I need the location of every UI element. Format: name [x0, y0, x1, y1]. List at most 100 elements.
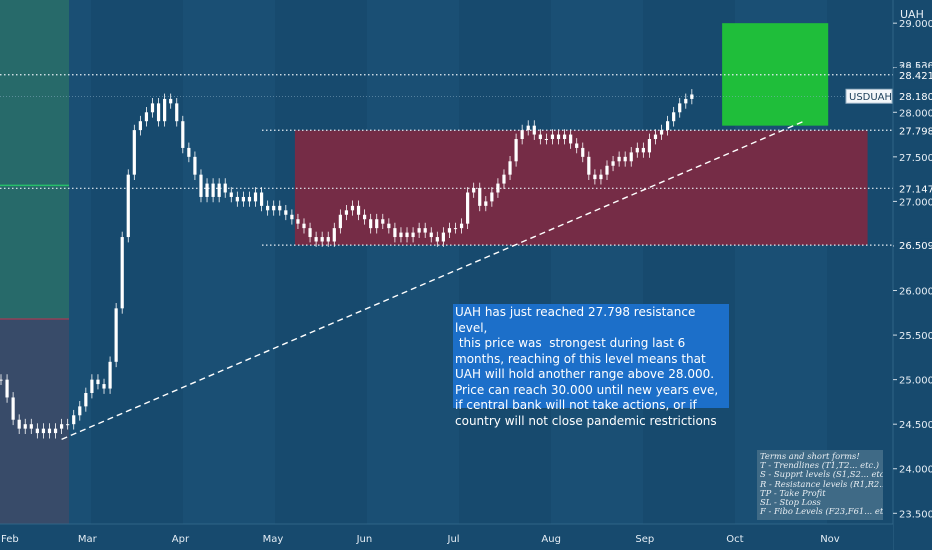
candle	[156, 103, 161, 122]
level-label: 28.421	[899, 71, 932, 82]
candle	[78, 406, 82, 416]
candle	[126, 174, 130, 238]
terms-legend: Terms and short forms! T - Trendlines (T…	[757, 450, 883, 520]
x-tick-label: Mar	[78, 534, 98, 545]
candle	[90, 379, 94, 393]
candle	[599, 174, 603, 180]
time-band	[183, 0, 275, 524]
level-label-bg	[894, 238, 932, 253]
y-tick-label: 23.500	[899, 509, 932, 520]
y-tick-label: 26.000	[899, 287, 932, 298]
left-red-zone	[0, 319, 69, 524]
x-tick-label: Sep	[635, 534, 654, 545]
candle	[302, 223, 306, 229]
candle	[690, 94, 694, 99]
candle	[235, 196, 239, 202]
candle	[114, 308, 118, 362]
candle	[623, 156, 627, 162]
candle	[320, 237, 324, 242]
candle	[41, 428, 46, 434]
last-price-bg	[894, 89, 932, 104]
candle	[381, 219, 385, 224]
candle	[550, 134, 555, 140]
candle	[544, 139, 548, 141]
candle	[205, 183, 209, 197]
level-label: 26.509	[899, 241, 932, 252]
candle	[678, 103, 682, 113]
candle	[150, 103, 155, 113]
candle	[429, 232, 433, 238]
candle	[17, 419, 21, 429]
candle	[229, 192, 233, 197]
legend-line: Terms and short forms!	[760, 451, 860, 461]
time-band	[551, 0, 643, 524]
candle	[393, 228, 397, 238]
candle	[296, 219, 300, 224]
candle	[72, 415, 76, 425]
candle	[144, 112, 149, 122]
level-label: 27.798	[899, 126, 932, 137]
legend-line: F - Fibo Levels (F23,F61... etc.)	[760, 506, 883, 517]
legend-line: SL - Stop Loss	[760, 497, 821, 508]
candle	[5, 379, 9, 398]
candle	[466, 192, 470, 224]
x-tick-label: Nov	[820, 534, 840, 545]
y-tick-label: 29.000	[899, 19, 932, 30]
candle	[278, 205, 282, 211]
candle	[187, 147, 191, 157]
left-green-zone	[0, 0, 69, 320]
candle	[581, 147, 585, 157]
x-tick-label: Apr	[172, 534, 190, 545]
candle	[611, 161, 615, 166]
candle	[108, 361, 112, 389]
candle	[478, 188, 482, 206]
y-tick-label: 28.530	[899, 61, 932, 72]
candle	[375, 219, 379, 229]
candle	[23, 424, 27, 429]
candle	[647, 139, 652, 153]
candle	[472, 188, 476, 193]
candle	[338, 214, 342, 229]
candle	[532, 125, 536, 135]
candle	[435, 237, 439, 242]
candle	[332, 228, 336, 242]
candle	[132, 130, 136, 175]
candle	[556, 134, 561, 140]
level-label: 27.147	[899, 184, 932, 195]
candle	[569, 134, 573, 144]
candle	[344, 210, 349, 215]
candle	[514, 139, 518, 162]
x-tick-label: Aug	[541, 534, 561, 545]
candle	[526, 125, 530, 131]
candle	[605, 165, 609, 175]
time-axis	[0, 524, 893, 550]
candle	[96, 379, 100, 385]
y-tick-label: 28.000	[899, 108, 932, 119]
candle	[11, 397, 15, 420]
level-label-bg	[894, 123, 932, 138]
candle	[175, 103, 179, 122]
candle	[405, 232, 409, 238]
y-tick-label: 24.000	[899, 465, 932, 476]
candle	[502, 174, 506, 184]
candle	[193, 156, 197, 175]
candle	[314, 237, 318, 242]
candle	[635, 147, 639, 153]
candle	[641, 147, 645, 153]
candle	[593, 174, 597, 180]
candle	[417, 228, 421, 233]
time-band	[367, 0, 459, 524]
candle	[684, 98, 688, 104]
candle	[223, 183, 227, 193]
candle	[520, 130, 524, 140]
y-tick-label: 27.000	[899, 197, 932, 208]
candle	[199, 174, 203, 197]
legend-line: TP - Take Profit	[760, 487, 826, 498]
x-tick-label: Jun	[356, 534, 373, 545]
candle	[356, 205, 361, 215]
candle	[459, 223, 464, 229]
x-tick-label: May	[263, 534, 284, 545]
candle	[47, 428, 52, 434]
